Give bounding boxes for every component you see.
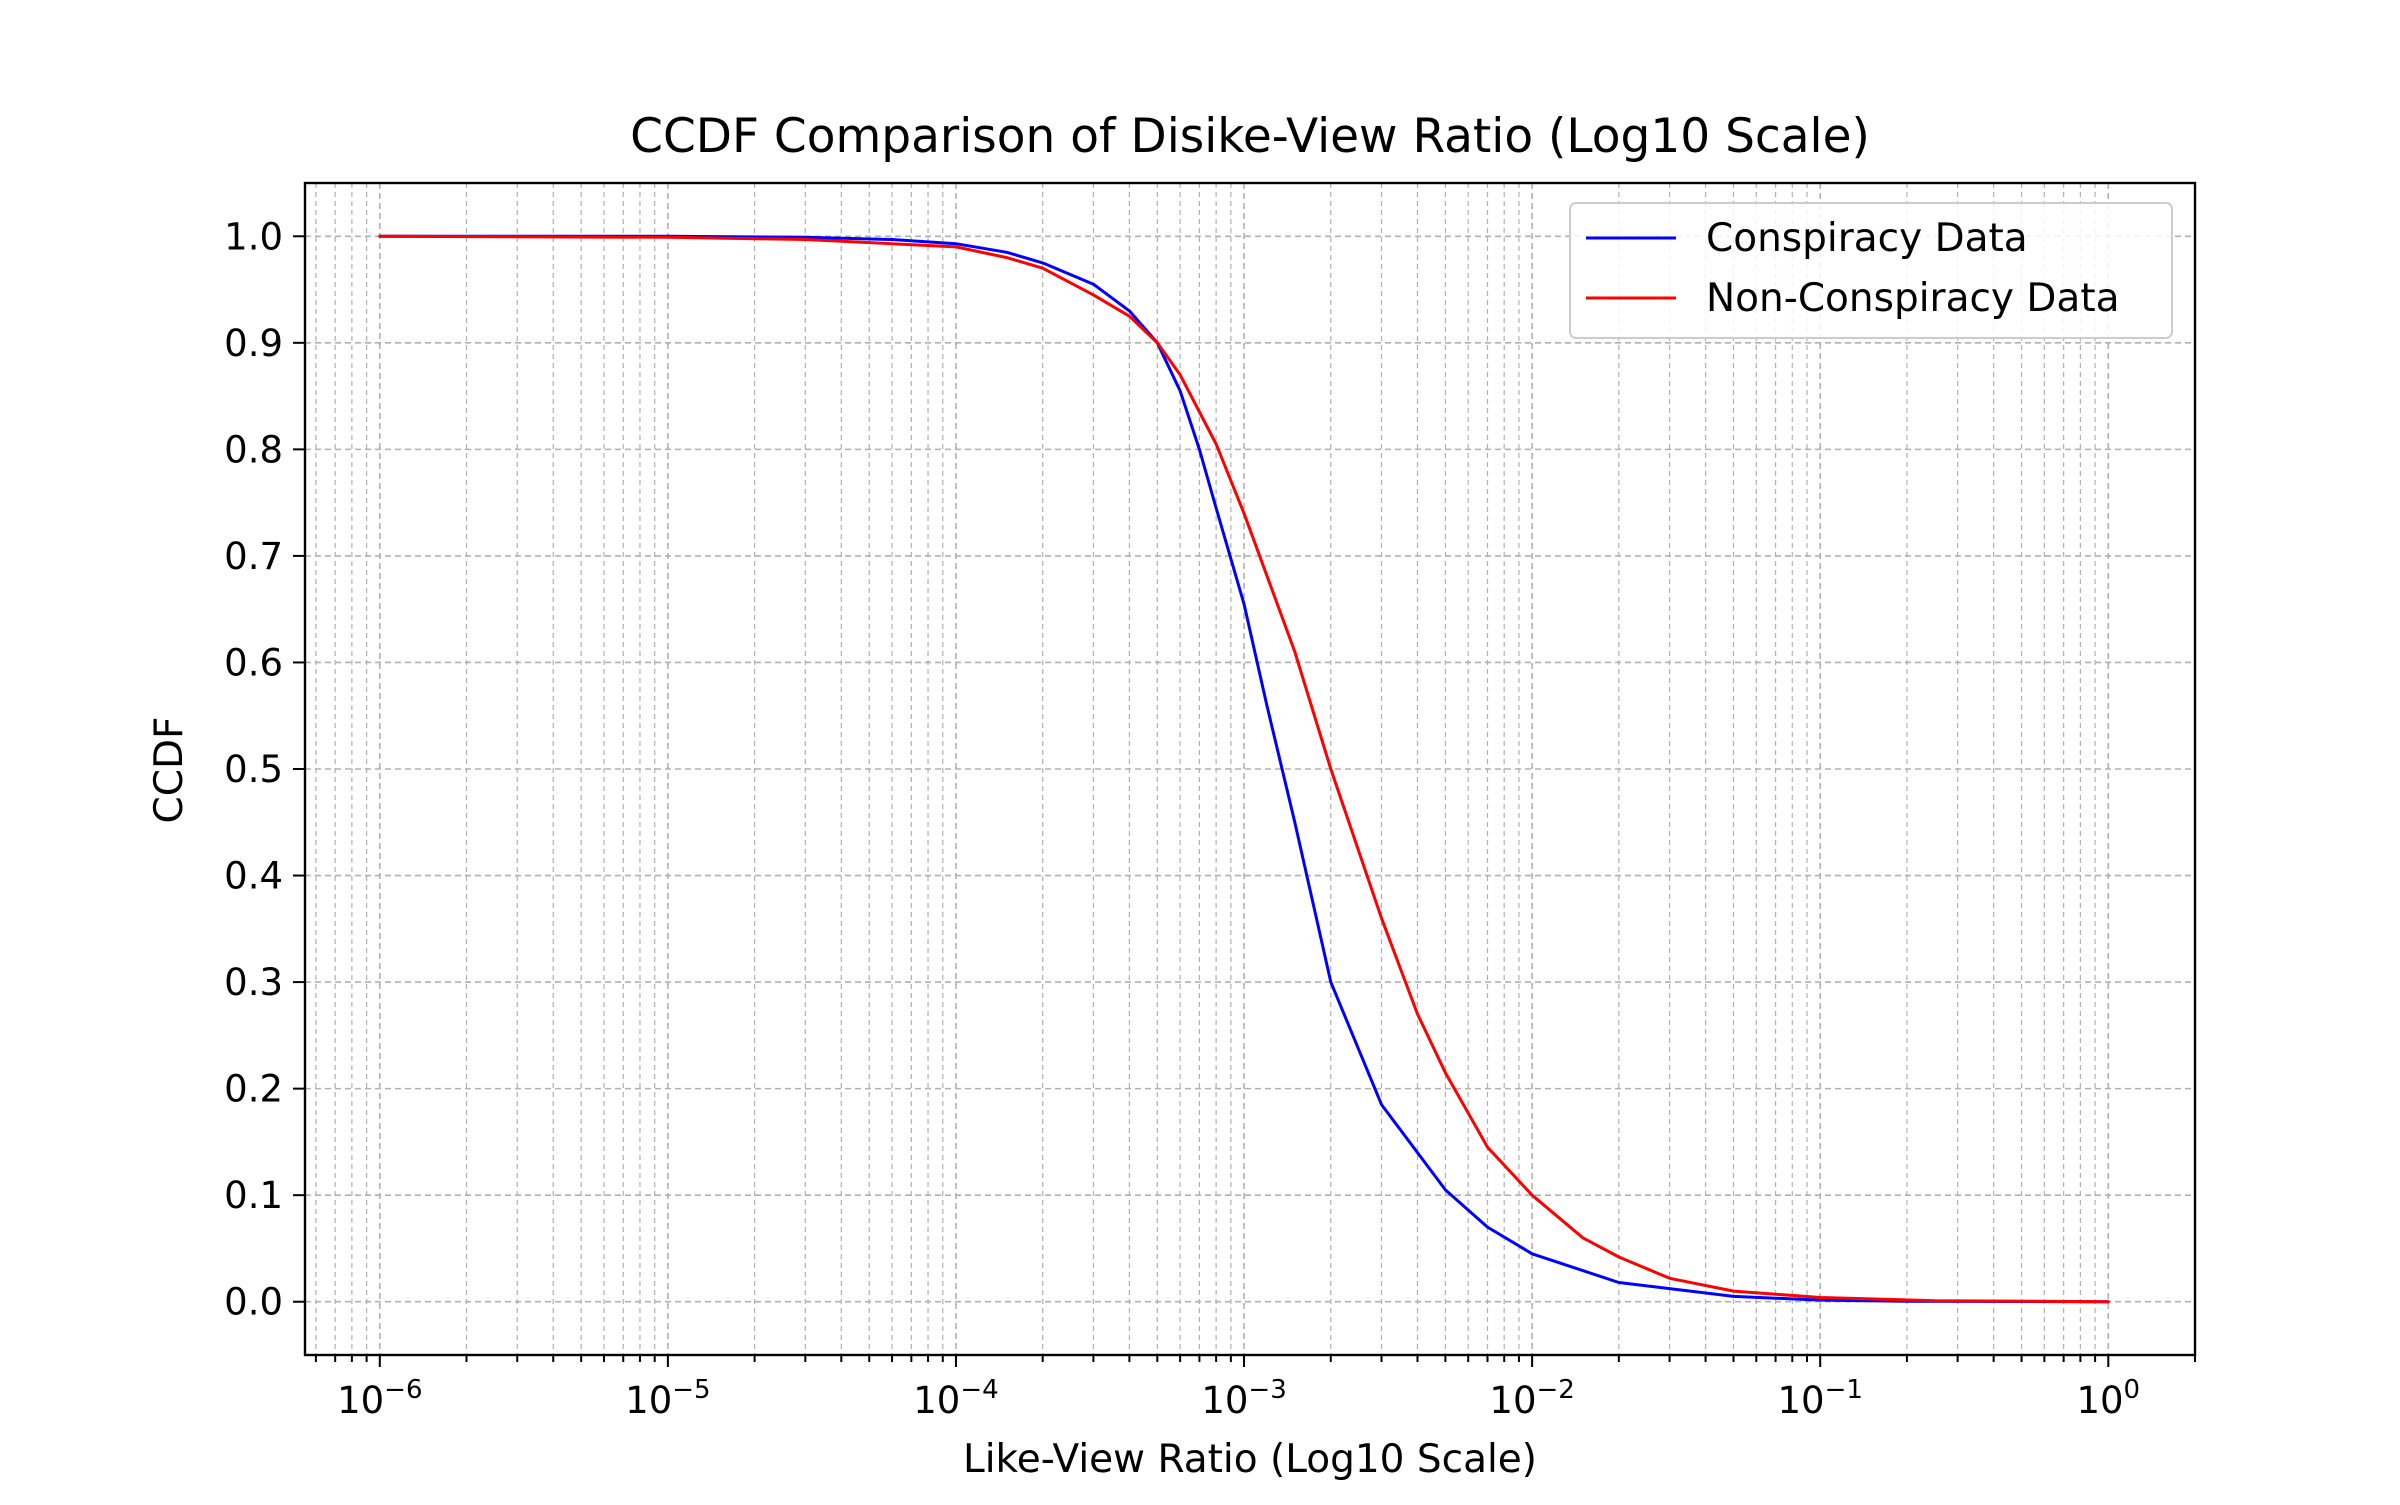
series-layer [378,234,2110,1304]
y-tick-label: 0.5 [224,748,283,791]
legend-label-conspiracy: Conspiracy Data [1706,216,2028,261]
x-tick-label: 10−1 [1777,1375,1862,1422]
series-line-non-conspiracy-data [378,234,2110,1304]
x-axis-label: Like-View Ratio (Log10 Scale) [963,1437,1537,1482]
y-tick-label: 0.7 [224,535,283,578]
ticks: 10−6 10−5 10−4 10−3 10−2 10−1 100 0.0 0.1 0.2 0.3 0… [224,215,2196,1422]
x-tick-label: 10−5 [625,1375,710,1422]
series-line-conspiracy-data [378,234,2110,1304]
y-axis-label: CCDF [147,717,192,824]
y-tick-label: 0.1 [224,1174,283,1217]
x-tick-label: 10−4 [913,1375,998,1422]
x-tick-label: 10−6 [337,1375,422,1422]
y-tick-label: 0.9 [224,322,283,365]
y-tick-label: 0.3 [224,961,283,1004]
legend-box [1569,202,2173,339]
x-tick-label: 10−2 [1489,1375,1574,1422]
x-tick-label: 100 [2076,1375,2140,1422]
y-tick-label: 0.0 [224,1281,283,1324]
grid [305,183,2196,1355]
legend: Conspiracy Data Non-Conspiracy Data [1569,202,2173,339]
y-tick-label: 0.4 [224,855,283,898]
legend-label-non-conspiracy: Non-Conspiracy Data [1706,276,2120,321]
y-tick-label: 0.2 [224,1068,283,1111]
x-tick-label: 10−3 [1201,1375,1286,1422]
y-tick-label: 0.8 [224,428,283,471]
y-tick-label: 1.0 [224,215,283,258]
chart-title: CCDF Comparison of Disike-View Ratio (Lo… [630,109,1870,164]
y-tick-label: 0.6 [224,641,283,684]
